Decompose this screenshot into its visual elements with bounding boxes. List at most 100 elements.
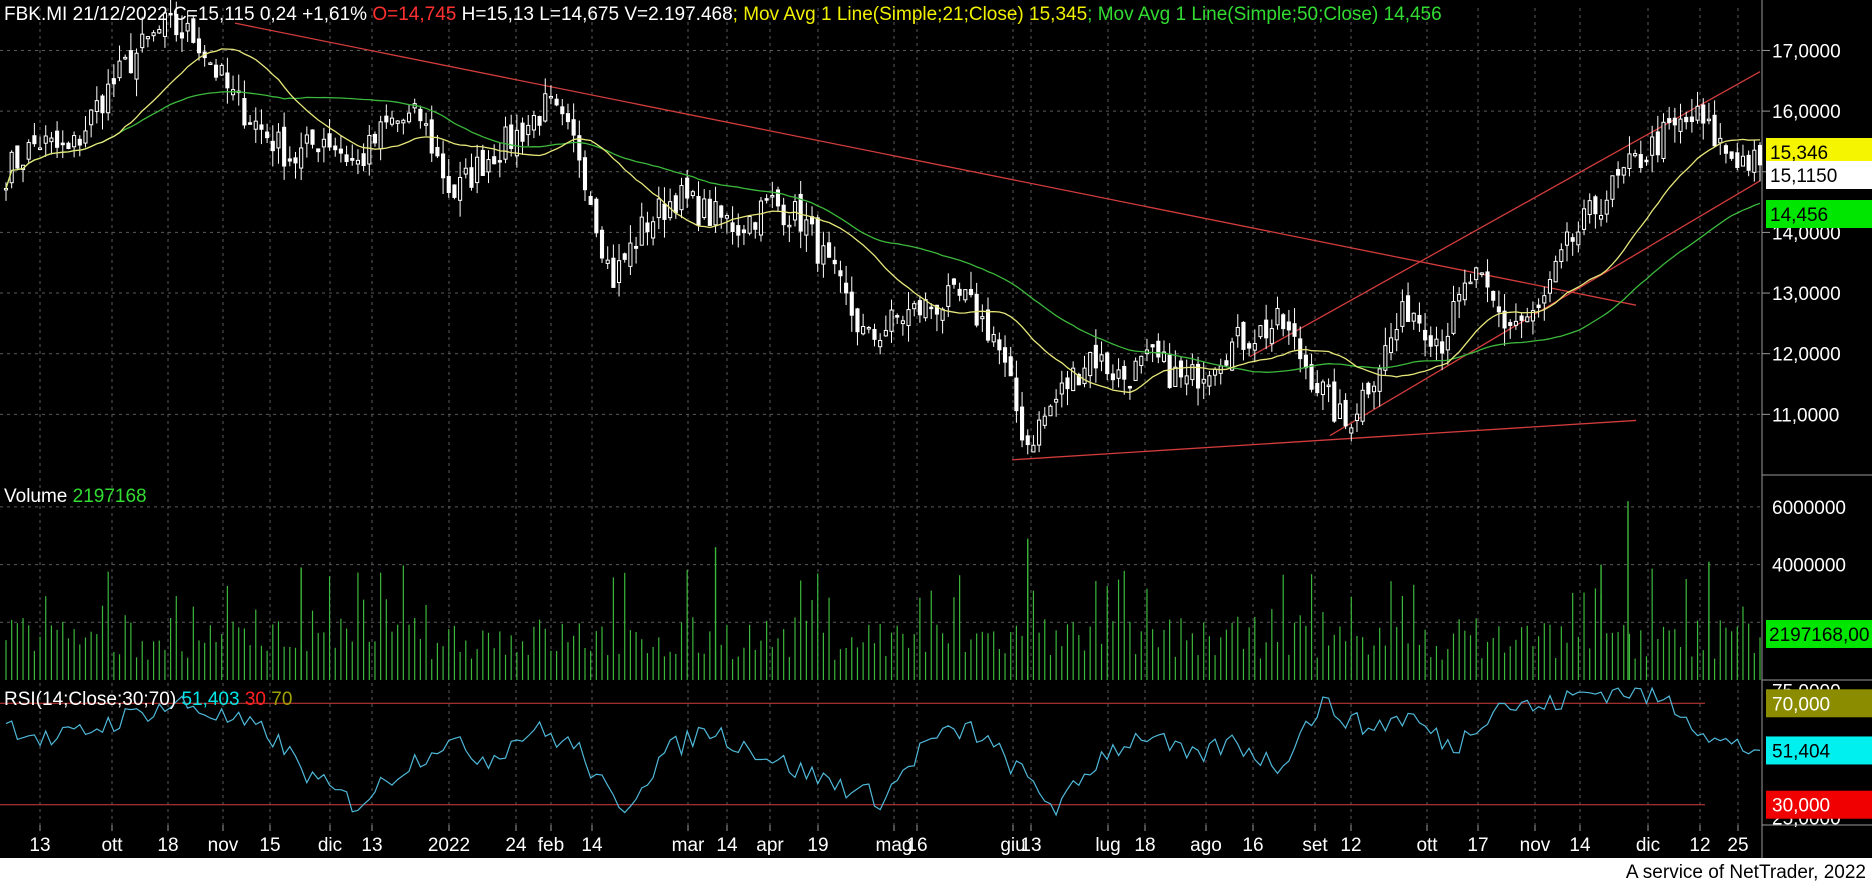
candle-body [838, 270, 843, 277]
x-axis-label: 25 [1727, 835, 1748, 856]
candle-body [350, 157, 355, 161]
candle-body [554, 98, 559, 106]
candle-body [1258, 325, 1263, 338]
candle-body [1247, 343, 1252, 349]
x-axis-label: feb [538, 835, 564, 856]
candle-body [1105, 352, 1110, 375]
candle-body [486, 159, 491, 173]
price-axis-label: 16,0000 [1772, 102, 1841, 123]
candle-body [866, 326, 871, 330]
candle-body [1252, 343, 1257, 351]
candle-body [213, 64, 219, 78]
price-tag-label: 15,346 [1770, 143, 1828, 164]
candle-body [463, 167, 468, 175]
candle-body [1264, 319, 1269, 339]
candle-body [656, 198, 661, 219]
x-axis-label: mar [672, 835, 705, 856]
header-ma21-value: 15,345 [1029, 4, 1088, 25]
candle-body [917, 300, 922, 316]
candle-body [1099, 354, 1104, 362]
trendline [234, 22, 1637, 306]
x-axis-label: 18 [157, 835, 178, 856]
candle-body [730, 222, 735, 233]
candle-body [208, 62, 213, 65]
candle-body [1650, 136, 1655, 156]
candle-body [1150, 344, 1155, 348]
candle-body [15, 145, 20, 169]
x-axis-label: 15 [259, 835, 280, 856]
candle-body [611, 257, 616, 288]
candle-body [946, 285, 951, 307]
candle-body [1604, 199, 1609, 215]
candle-body [1394, 329, 1399, 341]
candle-body [883, 329, 888, 337]
candle-body [594, 198, 599, 234]
candle-body [1093, 344, 1098, 369]
candle-body [191, 18, 196, 43]
rsi-value: 51,403 [181, 689, 240, 710]
candle-body [1621, 167, 1626, 176]
candle-body [787, 224, 792, 228]
candle-body [702, 198, 707, 218]
candle-body [1139, 355, 1144, 367]
candle-body [423, 123, 429, 126]
candle-body [1241, 321, 1246, 350]
candle-body [441, 153, 446, 179]
header-date: 21/12/2022 [72, 4, 168, 25]
candle-body [588, 195, 593, 205]
candle-body [1054, 398, 1059, 403]
candle-body [974, 293, 979, 326]
candle-body [599, 229, 605, 259]
candle-body [1599, 215, 1604, 220]
x-axis-label: ott [1416, 835, 1438, 856]
candle-body [452, 184, 457, 198]
rsi-tag-label: 70,000 [1772, 694, 1830, 715]
candle-body [83, 130, 88, 144]
candle-body [162, 12, 167, 37]
candle-body [889, 309, 894, 332]
candle-body [1309, 364, 1314, 390]
candle-body [531, 114, 536, 131]
price-tag-label: 15,1150 [1770, 166, 1837, 187]
candle-body [1406, 295, 1411, 323]
candle-body [991, 334, 996, 343]
candle-body [934, 304, 939, 315]
candle-body [38, 147, 43, 150]
candle-body [679, 185, 684, 211]
candle-body [713, 201, 718, 226]
price-axis-label: 13,0000 [1772, 284, 1841, 305]
candle-body [582, 157, 588, 191]
candle-body [1002, 347, 1008, 363]
price-tag-label: 14,456 [1770, 205, 1828, 226]
candle-body [72, 135, 77, 148]
rsi-tag-label: 51,404 [1772, 741, 1831, 762]
candle-body [1740, 155, 1746, 167]
candle-body [1451, 301, 1456, 334]
candle-body [1593, 196, 1598, 215]
candle-body [293, 157, 298, 164]
candle-body [168, 12, 173, 16]
candle-body [367, 135, 372, 165]
rsi-line [5, 686, 1761, 817]
candle-body [855, 308, 860, 333]
candle-body [1547, 279, 1553, 294]
header-ma50-value: 14,456 [1383, 4, 1442, 25]
x-axis-label: 17 [1467, 835, 1488, 856]
candle-body [951, 278, 957, 285]
candle-body [225, 72, 230, 89]
candle-body [1071, 367, 1076, 392]
candle-body [1417, 314, 1422, 324]
header-close: C=15,115 [173, 4, 255, 25]
candle-body [1127, 386, 1132, 389]
candle-body [1496, 306, 1501, 313]
x-axis-label: 16 [906, 835, 927, 856]
price-axis-label: 17,0000 [1772, 41, 1841, 62]
header-low: L=14,675 [539, 4, 620, 25]
candle-body [758, 200, 764, 236]
candle-body [276, 131, 281, 149]
rsi-tag-box [1766, 689, 1872, 718]
candle-body [543, 93, 548, 122]
candle-body [1042, 415, 1047, 426]
candle-body [1479, 272, 1484, 275]
